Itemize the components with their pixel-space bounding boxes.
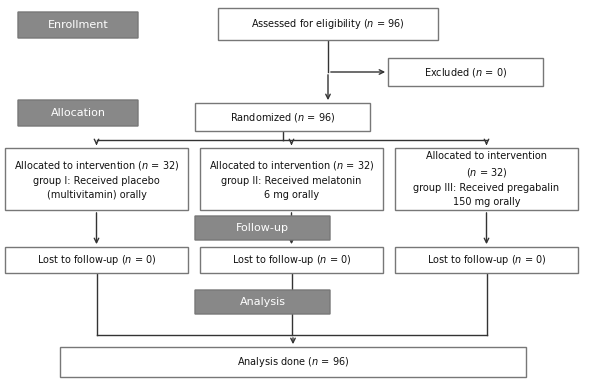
Text: Allocation: Allocation <box>50 108 105 118</box>
Text: Randomized ($n$ = 96): Randomized ($n$ = 96) <box>230 111 335 123</box>
Bar <box>395 247 578 273</box>
Text: Analysis done ($n$ = 96): Analysis done ($n$ = 96) <box>237 355 349 369</box>
Text: Assessed for eligibility ($n$ = 96): Assessed for eligibility ($n$ = 96) <box>251 17 405 31</box>
Text: Analysis: Analysis <box>239 297 285 307</box>
Bar <box>200 148 383 210</box>
Text: Excluded ($n$ = 0): Excluded ($n$ = 0) <box>424 65 507 78</box>
Bar <box>195 103 370 131</box>
Bar <box>218 8 438 40</box>
Bar <box>388 58 543 86</box>
FancyBboxPatch shape <box>195 216 330 240</box>
Text: Lost to follow-up ($n$ = 0): Lost to follow-up ($n$ = 0) <box>427 253 546 267</box>
Text: Lost to follow-up ($n$ = 0): Lost to follow-up ($n$ = 0) <box>231 253 351 267</box>
Text: Allocated to intervention ($n$ = 32)
group II: Received melatonin
6 mg orally: Allocated to intervention ($n$ = 32) gro… <box>208 158 375 200</box>
Bar <box>395 148 578 210</box>
FancyBboxPatch shape <box>195 290 330 314</box>
FancyBboxPatch shape <box>18 12 138 38</box>
Text: Follow-up: Follow-up <box>236 223 289 233</box>
Bar <box>60 347 526 377</box>
Text: Enrollment: Enrollment <box>48 20 108 30</box>
FancyBboxPatch shape <box>18 100 138 126</box>
Bar <box>200 247 383 273</box>
Text: Allocated to intervention
($n$ = 32)
group III: Received pregabalin
150 mg orall: Allocated to intervention ($n$ = 32) gro… <box>413 151 559 207</box>
Text: Lost to follow-up ($n$ = 0): Lost to follow-up ($n$ = 0) <box>37 253 156 267</box>
Bar <box>5 247 188 273</box>
Text: Allocated to intervention ($n$ = 32)
group I: Received placebo
(multivitamin) or: Allocated to intervention ($n$ = 32) gro… <box>14 158 179 200</box>
Bar <box>5 148 188 210</box>
